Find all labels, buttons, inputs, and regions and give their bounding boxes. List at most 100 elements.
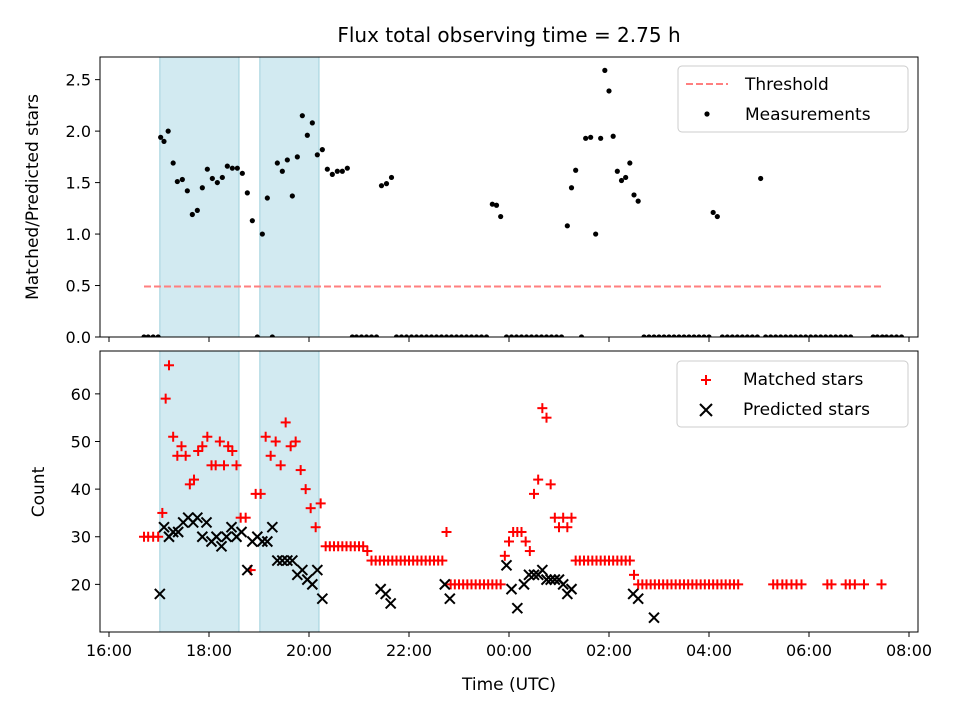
measurement-point [174,178,180,185]
measurement-point [413,334,420,337]
measurement-point [463,334,470,337]
measurement-point [319,147,325,153]
measurement-point [744,334,750,337]
measurement-point [598,135,604,141]
y-tick-label: 20 [71,575,91,594]
matched-star-point [733,579,744,590]
measurement-point [573,167,579,173]
x-tick-label: 00:00 [486,641,532,660]
predicted-star-point [500,559,513,572]
measurement-point [706,334,712,337]
measurement-point [388,174,395,181]
matched-star-point [562,522,573,533]
matched-star-point [624,555,635,566]
matched-star-point [541,412,552,423]
matched-star-point [265,450,276,461]
measurement-point [259,231,265,237]
matched-star-point [529,488,539,499]
measurement-point [710,209,716,216]
predicted-star-point [154,588,166,600]
predicted-star-point [311,564,324,576]
predicted-star-point [557,578,569,591]
y-tick-label: 50 [71,432,91,451]
predicted-star-point [379,588,392,600]
measurement-point [828,334,834,337]
measurement-point [294,154,300,160]
measurement-point [635,198,641,204]
predicted-star-point [256,535,269,548]
x-tick-label: 20:00 [286,641,332,660]
matched-legend-swatch [701,375,711,385]
matched-star-point [168,431,179,442]
predicted-star-point [544,573,557,586]
measurement-point [274,160,280,166]
measurement-point [676,334,682,337]
predicted-legend-label: Predicted stars [743,400,870,420]
matched-star-point [285,441,296,452]
matched-star-point [495,579,506,590]
predicted-star-point [444,592,456,605]
predicted-star-point [439,578,451,591]
measurement-point [656,334,662,337]
predicted-star-point [632,592,644,605]
measurement-point [719,334,725,337]
measurement-point [661,334,667,337]
measurement-point [631,192,637,198]
predicted-star-point [286,554,299,567]
ratio-x-ticks [108,337,910,342]
predicted-star-point [648,612,660,624]
measurement-point [768,334,774,337]
measurement-point [773,334,779,337]
measurement-point [249,218,255,224]
y-tick-label: 1.5 [66,174,91,193]
measurement-point [666,334,672,337]
measurement-point [150,334,156,337]
measurement-point [214,179,220,186]
matched-star-point [176,441,187,452]
matched-star-point [629,569,639,580]
measurement-point [443,334,450,337]
matched-star-point [240,512,251,523]
matched-star-point [537,403,548,414]
measurement-point [778,334,784,337]
measurement-point [893,334,900,337]
matched-star-point [153,531,164,542]
matched-star-point [227,446,238,457]
ratio-y-label: Matched/Predicted stars [23,94,43,300]
matched-star-point [437,555,448,566]
measurement-point [714,213,720,220]
y-tick-label: 60 [71,385,91,404]
measurement-point [651,334,657,337]
x-tick-label: 02:00 [586,641,632,660]
predicted-star-point [220,531,233,543]
x-tick-label: 18:00 [186,641,232,660]
measurement-point [418,334,425,337]
measurement-point [145,334,151,337]
measurement-point [734,334,740,337]
measurement-point [314,152,320,158]
measurement-point [324,166,330,172]
matched-star-point [180,450,191,461]
measurement-point [543,334,550,337]
counts-legend-box [676,360,909,428]
measurement-point [458,334,465,337]
measurement-point [508,334,515,337]
predicted-star-point [540,573,553,586]
measurement-point [209,175,215,182]
measurement-point [754,334,760,337]
predicted-star-point [172,526,184,538]
matched-star-point [520,536,531,547]
matched-star-point [305,503,316,514]
measurement-point [493,202,500,208]
measurement-point [729,334,735,337]
measurement-point [279,168,285,174]
measurements-legend-swatch [704,111,710,117]
predicted-star-point [523,569,535,581]
matched-star-point [164,360,174,371]
ratio-panel: 0.0 0.5 1.0 1.5 2.0 2.5 Matched/Predicted sta… [23,56,919,347]
x-tick-label: 16:00 [86,641,132,660]
y-tick-label: 2.0 [66,122,91,141]
ratio-legend: Threshold Measurements [677,65,909,133]
matched-star-point [826,579,837,590]
